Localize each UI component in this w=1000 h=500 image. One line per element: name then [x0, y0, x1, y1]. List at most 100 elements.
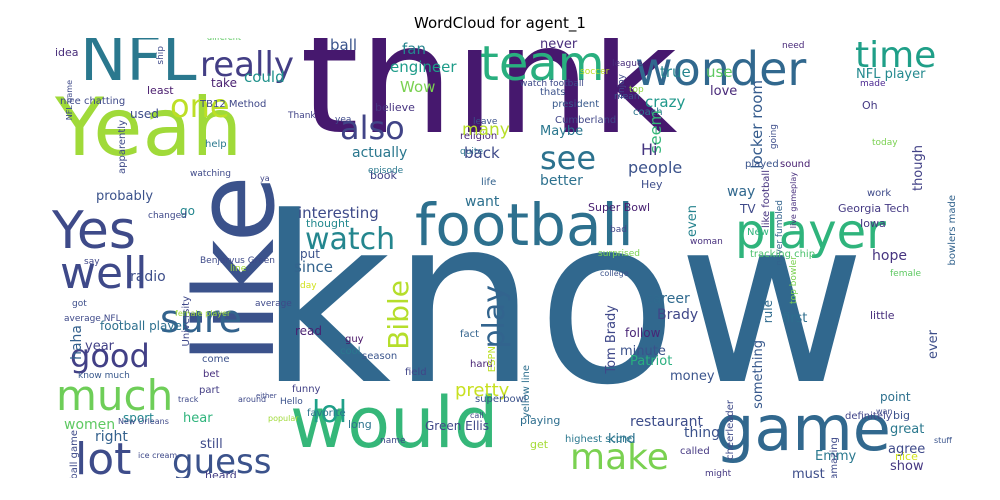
word: Georgia Tech — [838, 202, 910, 215]
word: team — [480, 38, 605, 92]
word: little — [870, 309, 895, 322]
word: Maybe — [540, 124, 584, 139]
word: agree — [888, 442, 926, 457]
word: something — [751, 340, 766, 409]
word: surprised — [598, 249, 640, 259]
word: amazing — [829, 437, 840, 478]
word: engineer — [390, 58, 457, 76]
word: need — [782, 41, 805, 51]
word: minute — [620, 344, 666, 359]
word: crazy — [645, 93, 686, 111]
word: ESPN — [487, 346, 498, 373]
word: leave — [473, 117, 498, 127]
word: great — [890, 422, 925, 437]
word: football game — [69, 430, 80, 478]
word: got — [72, 299, 87, 309]
word: also — [340, 109, 405, 147]
word: way — [727, 184, 756, 200]
word: definitely — [845, 411, 892, 422]
word: women — [64, 417, 116, 433]
word: made — [860, 79, 886, 89]
word: Emmy — [815, 449, 857, 464]
word: Oh — [862, 99, 878, 112]
word: NFL player — [856, 67, 926, 82]
word: pretty — [455, 380, 510, 401]
word: religion — [460, 131, 498, 142]
word: locker room — [748, 80, 766, 169]
word: would — [290, 382, 499, 464]
word: NFL game — [65, 80, 74, 121]
word: heard — [205, 469, 237, 478]
word: could — [244, 68, 285, 86]
word: thats — [540, 87, 566, 98]
word: fan — [402, 40, 426, 58]
word: Thank — [288, 111, 316, 121]
word: fact — [460, 329, 480, 340]
word: season — [362, 351, 398, 362]
word: watching — [190, 169, 231, 179]
word: restaurant — [630, 414, 703, 430]
word: say — [84, 257, 100, 267]
word: New Orleans — [118, 417, 169, 426]
word: Wow — [400, 78, 436, 96]
chart-title: WordCloud for agent_1 — [414, 14, 586, 32]
word: thing — [684, 425, 721, 441]
word: call — [470, 411, 484, 420]
word: average NFL — [64, 314, 121, 324]
word: hard — [470, 359, 493, 370]
word: help — [205, 139, 227, 150]
word: really — [200, 45, 294, 85]
word: part — [199, 385, 220, 396]
word: cool — [340, 346, 361, 357]
word: get — [530, 438, 549, 451]
word: might — [705, 469, 732, 479]
word: since — [294, 258, 333, 276]
word: favorite — [307, 408, 346, 419]
word: know much — [78, 371, 130, 381]
word: line — [230, 264, 247, 274]
word: Benjarvus Green — [200, 256, 275, 266]
word: Patriot — [630, 354, 673, 369]
word: well — [60, 248, 148, 299]
word: soccer — [580, 67, 610, 77]
word: superbowl — [475, 394, 527, 405]
word: better — [540, 173, 583, 189]
word: University — [181, 296, 192, 347]
word: good — [70, 337, 150, 375]
word: played — [745, 159, 779, 170]
word: changed — [148, 211, 187, 221]
word: lol — [312, 395, 348, 430]
word: make — [570, 437, 669, 478]
word: use — [706, 63, 733, 81]
word: true — [660, 63, 691, 81]
word: college — [600, 269, 629, 278]
word: track — [178, 395, 199, 404]
word: player — [735, 204, 886, 260]
word: play — [477, 285, 512, 349]
word: Hi — [641, 140, 658, 159]
word: day — [300, 281, 317, 291]
word: thought — [306, 217, 350, 230]
word: yellow line — [521, 365, 532, 419]
word: average — [255, 299, 292, 309]
word: read — [295, 324, 323, 338]
word: Yes — [52, 201, 136, 261]
word: used — [130, 107, 159, 121]
word-cloud: know think Yeah like NFL would game football tea… — [40, 38, 960, 478]
word: ship — [156, 46, 166, 65]
word: haha — [69, 325, 85, 360]
word: many — [462, 120, 510, 140]
word: career — [645, 291, 690, 307]
word: take — [211, 76, 237, 90]
word: around — [238, 395, 267, 404]
word: back — [464, 144, 500, 162]
word: even — [685, 205, 700, 237]
word: president — [552, 99, 600, 110]
word: bad — [610, 225, 627, 235]
word: going — [769, 124, 779, 150]
word: book — [370, 169, 397, 182]
word: probably — [96, 189, 154, 204]
word: Iowa — [860, 217, 886, 230]
word: watch — [305, 222, 396, 257]
word: sound — [780, 159, 811, 170]
